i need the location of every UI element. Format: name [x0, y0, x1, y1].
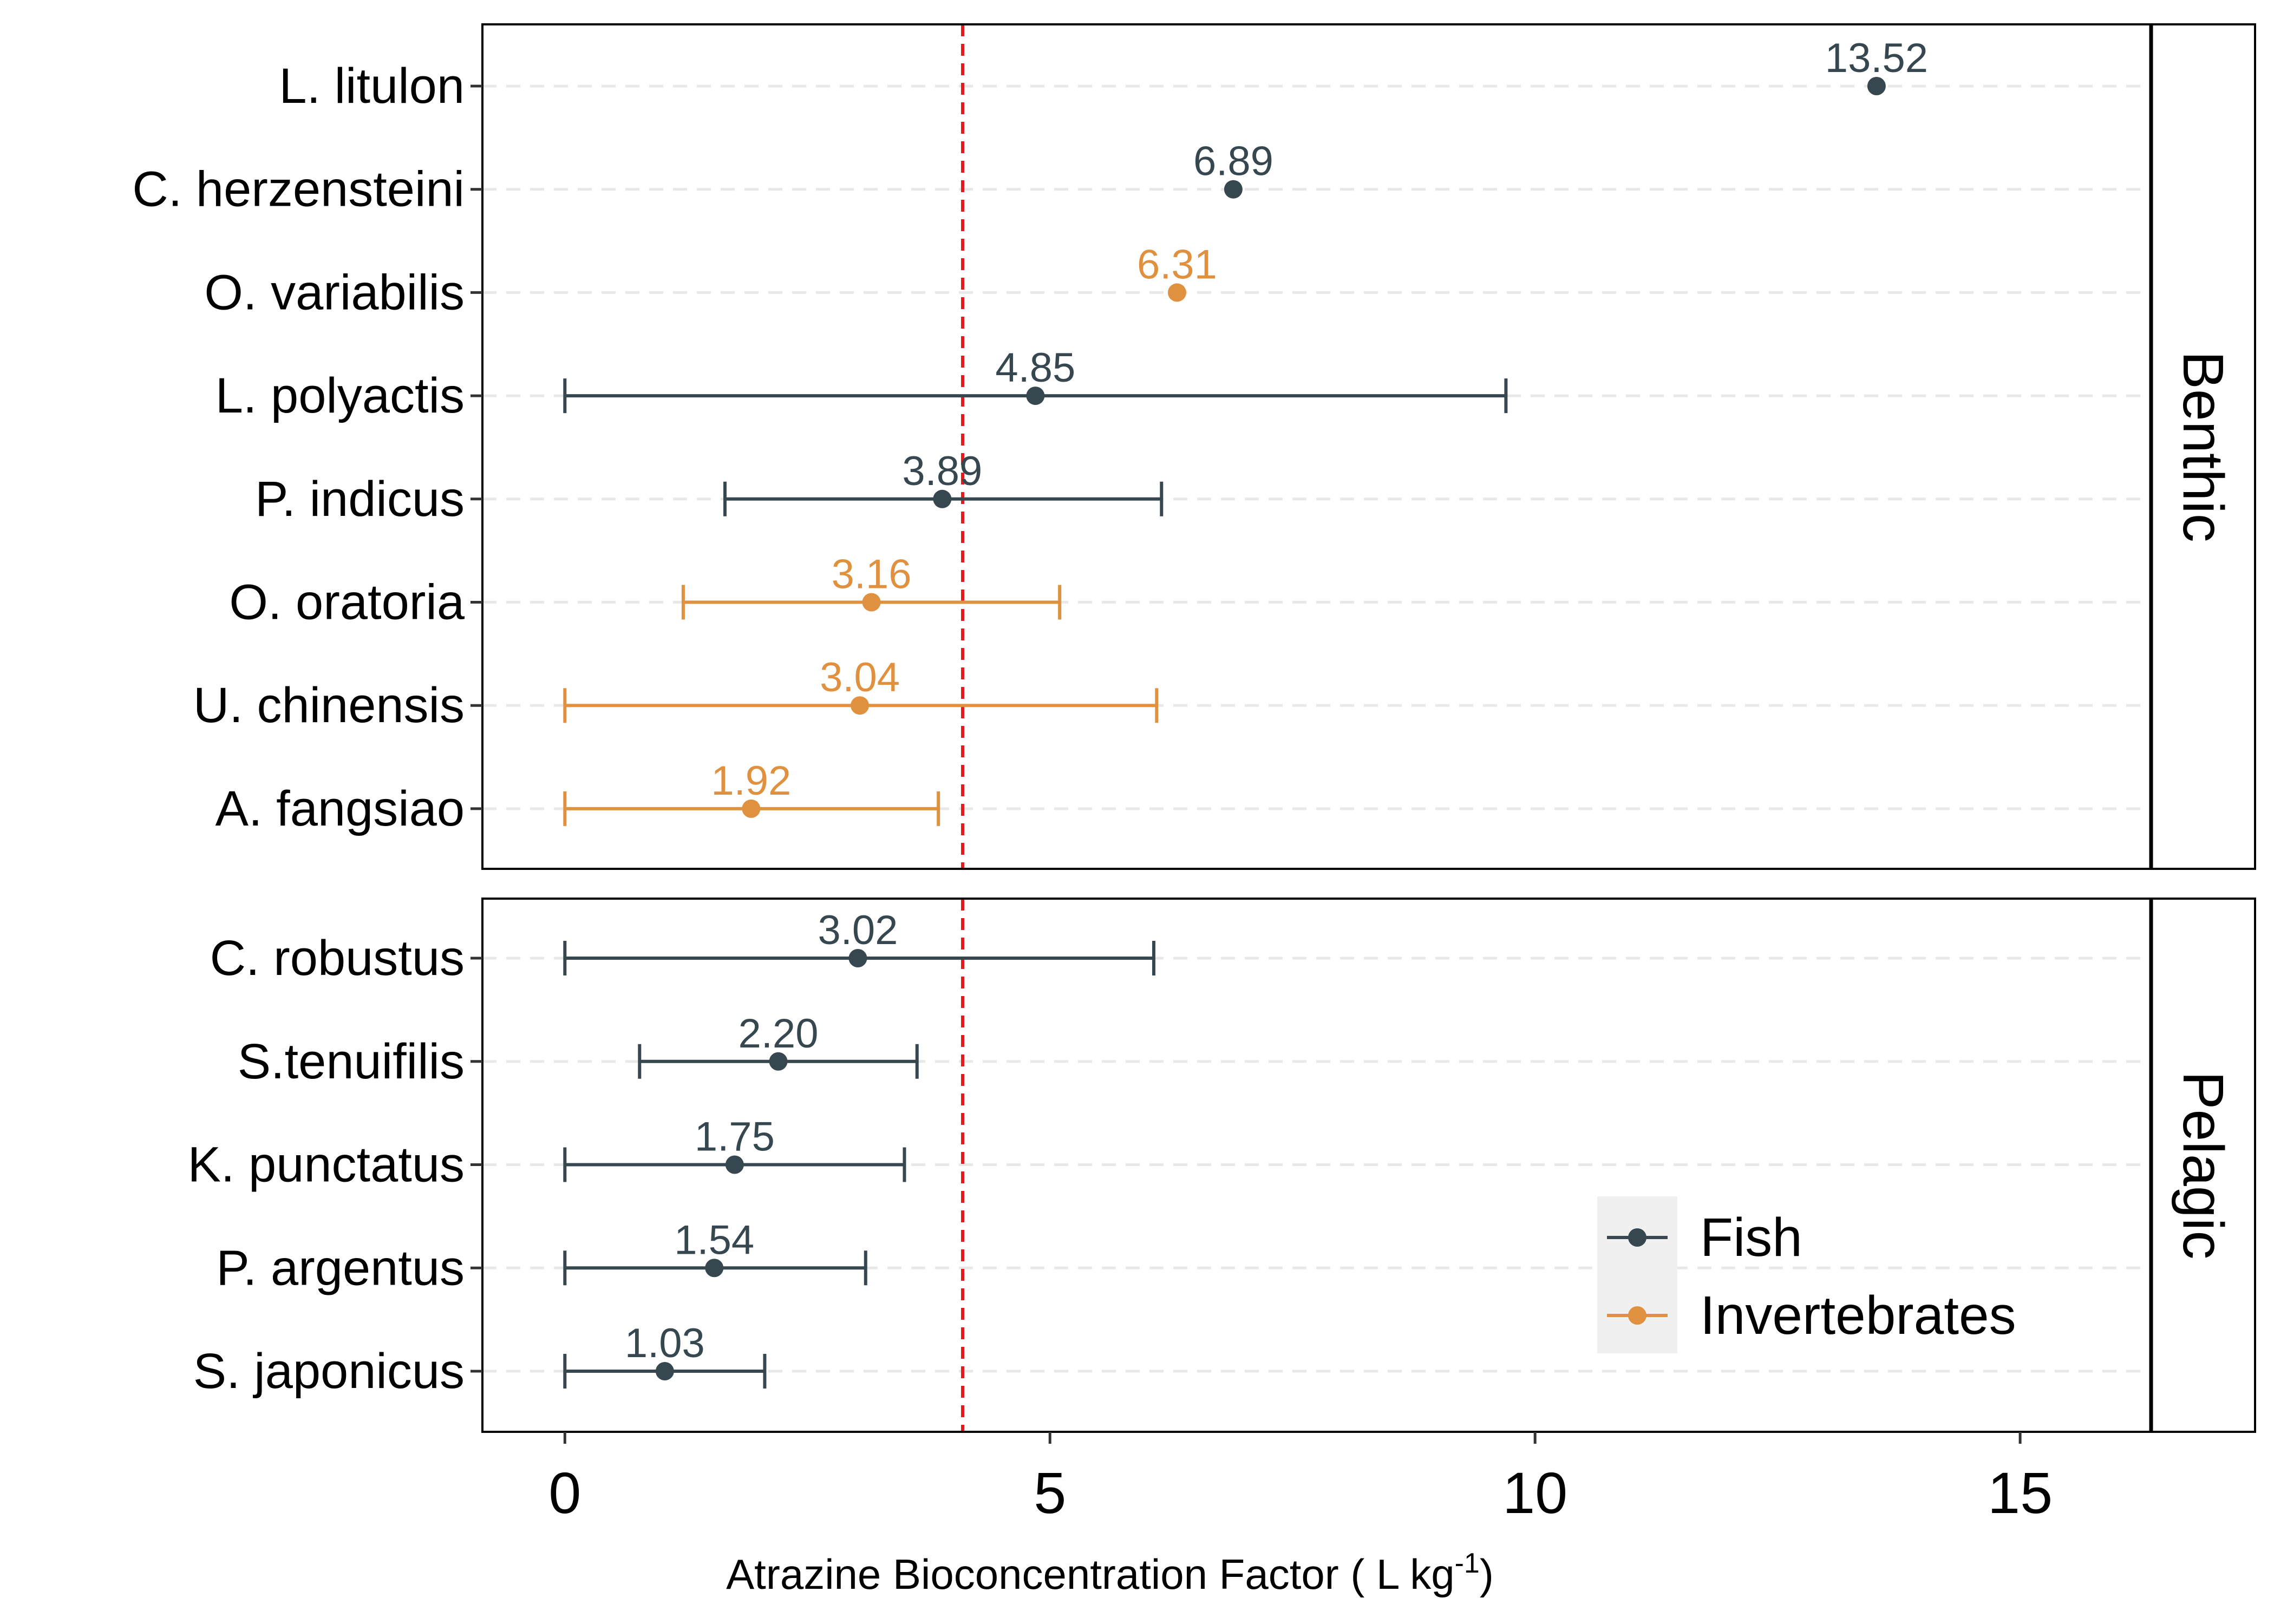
facet-label-pelagic: Pelagic: [2171, 1071, 2235, 1260]
panel-benthic: Benthic L. litulon 13.52 C. herzensteini 6.8…: [132, 23, 2256, 870]
legend-item-invertebrates: Invertebrates: [1607, 1285, 2016, 1346]
panels-layer: Benthic L. litulon 13.52 C. herzensteini 6.8…: [132, 23, 2256, 1433]
y-tick-label: O. oratoria: [229, 575, 465, 630]
data-point: [1867, 77, 1886, 95]
facet-label-benthic: Benthic: [2171, 351, 2235, 542]
data-label: 3.04: [820, 654, 900, 700]
data-label: 1.75: [695, 1114, 775, 1160]
y-tick-label: A. fangsiao: [215, 781, 465, 836]
row-a-fangsiao: A. fangsiao 1.92: [215, 758, 940, 836]
y-tick-label: P. indicus: [255, 472, 465, 527]
facet-strip: [2150, 898, 2256, 1433]
y-tick-label: S.tenuifilis: [238, 1034, 465, 1089]
row-k-punctatus: K. punctatus 1.75: [188, 1114, 906, 1193]
y-tick-label: K. punctatus: [188, 1137, 465, 1193]
y-tick-label: C. herzensteini: [132, 162, 465, 217]
facet-strip: [2150, 23, 2256, 870]
row-l-polyactis: L. polyactis 4.85: [215, 345, 1508, 423]
data-point: [1167, 283, 1186, 302]
legend: Fish Invertebrates: [1597, 1196, 2016, 1353]
x-tick-label: 15: [1988, 1460, 2053, 1525]
x-axis-title: Atrazine Bioconcentration Factor ( L kg-…: [726, 1548, 1494, 1598]
row-o-oratoria: O. oratoria 3.16: [229, 552, 1062, 630]
legend-key-point: [1628, 1306, 1646, 1325]
data-label: 6.31: [1137, 241, 1217, 287]
data-label: 6.89: [1193, 139, 1273, 185]
y-tick-label: C. robustus: [210, 931, 465, 986]
row-s-tenuifilis: S.tenuifilis 2.20: [238, 1011, 919, 1089]
data-label: 2.20: [739, 1011, 819, 1057]
x-tick-label: 0: [548, 1460, 581, 1525]
data-label: 4.85: [995, 345, 1075, 391]
row-s-japonicus: S. japonicus 1.03: [193, 1320, 767, 1399]
data-point: [655, 1362, 674, 1380]
row-c-robustus: C. robustus 3.02: [210, 907, 1155, 986]
data-label: 3.89: [902, 448, 982, 494]
y-tick-label: L. litulon: [279, 58, 465, 114]
data-point: [769, 1052, 788, 1071]
x-tick-label: 5: [1034, 1460, 1066, 1525]
row-o-variabilis: O. variabilis 6.31: [204, 241, 1217, 320]
data-label: 1.03: [625, 1320, 705, 1366]
data-label: 13.52: [1825, 35, 1928, 81]
data-point: [933, 489, 952, 508]
row-c-herzensteini: C. herzensteini 6.89: [132, 139, 1273, 217]
row-p-indicus: P. indicus 3.89: [255, 448, 1164, 527]
y-tick-label: S. japonicus: [193, 1344, 465, 1399]
data-label: 1.92: [711, 758, 791, 804]
y-tick-label: P. argentus: [216, 1240, 465, 1295]
row-u-chinensis: U. chinensis 3.04: [193, 654, 1159, 733]
data-point: [725, 1155, 744, 1174]
data-point: [1224, 180, 1243, 199]
row-p-argentus: P. argentus 1.54: [216, 1217, 867, 1295]
row-l-litulon: L. litulon 13.52: [279, 35, 1928, 114]
data-point: [862, 593, 881, 612]
legend-label: Fish: [1700, 1207, 1802, 1268]
y-tick-label: O. variabilis: [204, 265, 465, 320]
y-tick-label: L. polyactis: [215, 368, 465, 423]
data-point: [848, 949, 867, 967]
data-point: [742, 799, 761, 818]
data-point: [705, 1259, 724, 1278]
x-tick-label: 10: [1502, 1460, 1567, 1525]
data-label: 1.54: [674, 1217, 754, 1263]
data-label: 3.02: [818, 907, 898, 953]
data-point: [851, 696, 870, 715]
legend-item-fish: Fish: [1607, 1207, 1802, 1268]
data-point: [1026, 387, 1045, 405]
data-label: 3.16: [832, 552, 912, 598]
panel-border: [481, 23, 2152, 870]
x-axis: 0 5 10 15 Atrazine Bioconcentration Factor (…: [548, 1432, 2053, 1598]
legend-key-point: [1628, 1228, 1646, 1247]
panel-pelagic: Pelagic C. robustus 3.02 S.tenuifilis 2.20 K.…: [188, 898, 2256, 1433]
legend-label: Invertebrates: [1700, 1285, 2016, 1346]
y-tick-label: U. chinensis: [193, 678, 465, 733]
legend-key-background: [1597, 1196, 1677, 1353]
